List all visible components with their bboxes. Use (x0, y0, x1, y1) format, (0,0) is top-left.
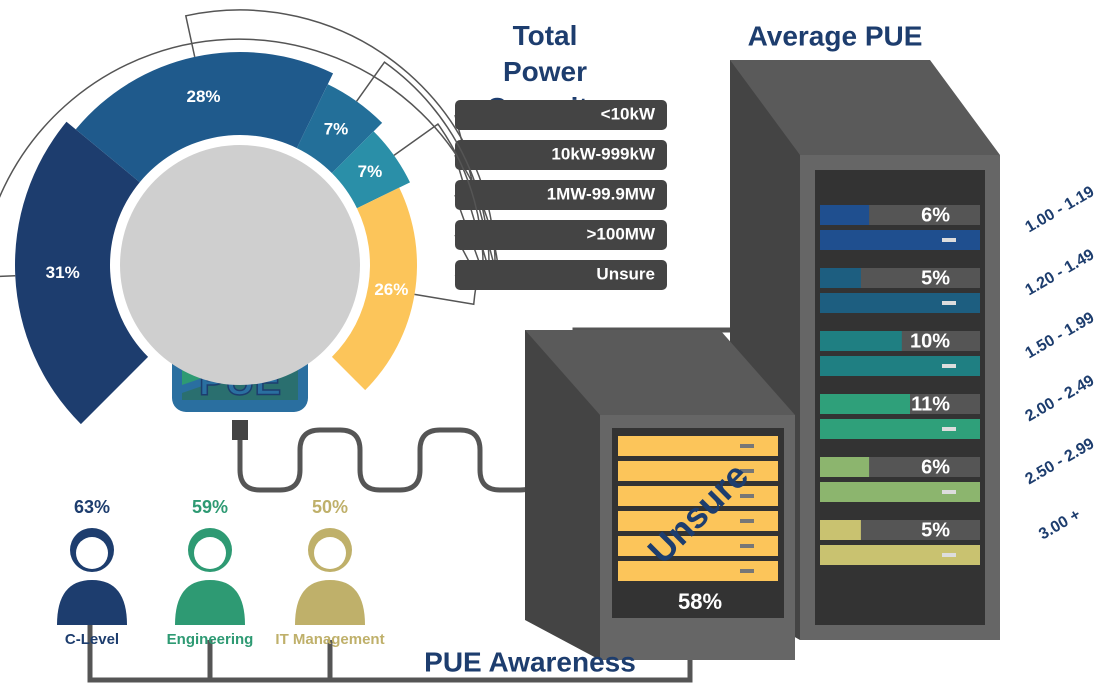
slot-handle (942, 553, 956, 557)
value-label: 28% (187, 87, 221, 106)
slot-full (820, 356, 980, 376)
body (295, 580, 365, 625)
connector (0, 38, 501, 288)
person-icon (57, 528, 127, 625)
slot-handle (942, 427, 956, 431)
value-label: 7% (358, 162, 383, 181)
person-icon (175, 528, 245, 625)
legend-label: >100MW (587, 224, 656, 243)
unsure-slot (618, 486, 778, 506)
person-icon (295, 528, 365, 625)
rack-top (525, 330, 795, 415)
legend-box (455, 260, 667, 290)
unsure-slot (618, 536, 778, 556)
slot-handle (740, 469, 754, 473)
body (57, 580, 127, 625)
category-label: 1.20 - 1.49 (1022, 246, 1097, 299)
category-label: 1.00 - 1.19 (1022, 183, 1097, 236)
pue-bar (820, 268, 861, 288)
pue-bar (820, 331, 902, 351)
donut-segment (331, 131, 411, 209)
category-label: 3.00 + (1036, 506, 1083, 543)
value-label: 31% (46, 263, 80, 282)
face (76, 537, 108, 569)
value-label: 59% (192, 497, 228, 517)
slot-full (820, 545, 980, 565)
category-label: 2.50 - 2.99 (1022, 435, 1097, 488)
unsure-slot (618, 511, 778, 531)
slot-handle (740, 444, 754, 448)
unsure-rack (618, 436, 778, 581)
legend-box (455, 220, 667, 250)
slot-handle (740, 519, 754, 523)
slot-full (820, 230, 980, 250)
legend-box (455, 140, 667, 170)
face (314, 537, 346, 569)
category-label: IT Management (275, 631, 384, 648)
title: PUE Awareness (424, 646, 636, 677)
category-label: 1.50 - 1.99 (1022, 309, 1097, 362)
cable (237, 327, 815, 493)
pue-bar (820, 457, 870, 477)
slot-handle (740, 569, 754, 573)
slot-full (820, 293, 980, 313)
donut-segment (296, 84, 383, 174)
category-label: C-Level (65, 631, 119, 648)
legend-box (455, 100, 667, 130)
plug (232, 420, 248, 440)
value-label: 6% (921, 456, 950, 478)
slot-handle (942, 364, 956, 368)
value-label: 10% (910, 330, 950, 352)
unsure-slot (618, 461, 778, 481)
legend-label: 1MW-99.9MW (547, 184, 656, 203)
unsure-slot (618, 436, 778, 456)
value-label: 50% (312, 497, 348, 517)
slot-full (820, 482, 980, 502)
pue-bar (820, 205, 870, 225)
unsure-slot (618, 561, 778, 581)
slot-handle (942, 490, 956, 494)
value-label: 11% (911, 393, 950, 415)
donut-segment (75, 51, 334, 183)
slot-full (820, 419, 980, 439)
value-label: 63% (74, 497, 110, 517)
title: Average PUE (748, 20, 923, 51)
value-label: 6% (921, 204, 950, 226)
value-label: 5% (921, 519, 950, 541)
legend-box (455, 180, 667, 210)
legend-label: <10kW (601, 104, 656, 123)
pue-bar (820, 520, 861, 540)
donut-segment (331, 187, 417, 391)
value-label: 5% (921, 267, 950, 289)
slot-handle (740, 494, 754, 498)
slot-handle (740, 544, 754, 548)
pue-bar (820, 394, 910, 414)
face (194, 537, 226, 569)
donut-hole (120, 145, 360, 385)
slot-handle (942, 238, 956, 242)
rack-top (730, 60, 1000, 155)
value-label: 7% (324, 120, 349, 139)
body (175, 580, 245, 625)
legend-label: Unsure (596, 264, 655, 283)
category-label: Engineering (167, 631, 254, 648)
legend-label: 10kW-999kW (551, 144, 656, 163)
rack-side (525, 330, 600, 660)
donut-segment (14, 121, 149, 425)
value-label: 26% (374, 280, 408, 299)
slot-handle (942, 301, 956, 305)
unsure-value: 58% (678, 589, 722, 614)
category-label: 2.00 - 2.49 (1022, 372, 1097, 425)
